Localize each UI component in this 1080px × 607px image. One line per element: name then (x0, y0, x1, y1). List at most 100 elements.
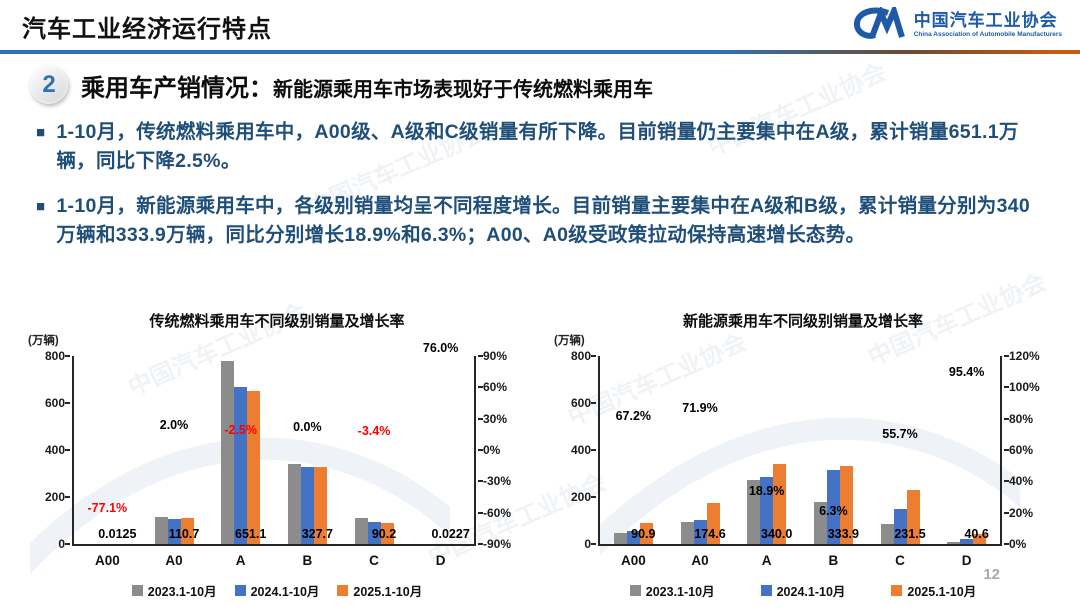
right-axis-tickmark (1004, 449, 1009, 451)
legend-item: 2024.1-10月 (760, 581, 846, 600)
axis-unit-label: (万辆) (554, 335, 585, 347)
legend-label: 2025.1-10月 (907, 585, 977, 599)
bar-2024.1-10月-A (234, 387, 248, 544)
bar-2023.1-10月-C (880, 523, 894, 544)
right-axis-tick-label: 0% (483, 443, 501, 457)
right-axis-tick-label: 80% (1009, 411, 1034, 426)
bar-2023.1-10月-A0 (154, 517, 168, 544)
legend-label: 2024.1-10月 (776, 585, 846, 599)
value-label: 231.5 (894, 527, 926, 541)
left-axis-tick-label: 400 (44, 443, 65, 457)
chart-legend: 2023.1-10月 2024.1-10月 2025.1-10月 (26, 581, 528, 600)
bar-2025.1-10月-A0 (706, 502, 720, 544)
bullet-square-icon: ■ (36, 124, 46, 141)
bar-2025.1-10月-B (839, 465, 853, 544)
value-label: 110.7 (168, 527, 200, 541)
right-axis-tick-label: 60% (483, 380, 508, 395)
value-label: 0.0227 (431, 527, 470, 541)
plot-area: 800 600 400 200 0 120% 100% 80% 60% 40% 20% 0% A00 90… (571, 349, 1040, 568)
left-axis-tick-label: 400 (570, 443, 591, 457)
section-subtitle: 新能源乘用车市场表现好于传统燃料乘用车 (273, 78, 653, 101)
bar-2024.1-10月-C (367, 522, 381, 544)
header-divider (0, 50, 1080, 54)
legend-item: 2024.1-10月 (234, 581, 319, 600)
right-axis-tickmark (478, 355, 483, 357)
section-titles: 乘用车产销情况： 新能源乘用车市场表现好于传统燃料乘用车 (81, 68, 653, 103)
left-axis-tick-label: 0 (584, 537, 591, 551)
right-axis-tickmark (478, 449, 483, 451)
bullet-item: ■ 1-10月，传统燃料乘用车中，A00级、A级和C级销量有所下降。目前销量仍主… (36, 118, 1044, 177)
growth-rate-label: 55.7% (882, 426, 918, 441)
bar-2023.1-10月-A (747, 480, 761, 544)
bar-2023.1-10月-C (354, 517, 368, 544)
bar-2023.1-10月-A (221, 360, 235, 544)
org-name-cn: 中国汽车工业协会 (913, 11, 1058, 31)
legend-swatch (760, 585, 772, 596)
chart-traditional-fuel: 传统燃料乘用车不同级别销量及增长率 (万辆) 800 600 400 200 0 90% 6… (26, 306, 528, 602)
right-axis-tick-label: 120% (1009, 349, 1040, 363)
right-axis-tick-label: -60% (483, 505, 512, 520)
legend-item: 2025.1-10月 (891, 581, 976, 600)
bar-2023.1-10月-B (287, 463, 301, 544)
right-axis-tick-label: -90% (483, 537, 512, 551)
category-label: A (761, 553, 772, 568)
org-name-en: China Association of Automobile Manufact… (913, 30, 1062, 38)
bullet-square-icon: ■ (36, 197, 46, 215)
legend-label: 2023.1-10月 (147, 585, 217, 599)
right-axis-tick-label: 100% (1009, 380, 1040, 395)
growth-rate-label: 18.9% (748, 484, 785, 499)
right-axis-tick-label: 60% (1009, 443, 1034, 457)
left-axis-tickmark (591, 355, 596, 357)
org-name: 中国汽车工业协会 China Association of Automobile… (913, 11, 1062, 38)
bar-2024.1-10月-B (826, 470, 840, 544)
value-label: 327.7 (301, 527, 333, 541)
right-axis-tickmark (478, 480, 483, 483)
left-axis-tick-label: 800 (570, 349, 591, 363)
category-label: A0 (165, 553, 183, 568)
right-axis-tick-label: 90% (483, 349, 508, 363)
growth-rate-label: 95.4% (948, 364, 985, 379)
growth-rate-label: 0.0% (293, 420, 322, 434)
bullet-text: 1-10月，新能源乘用车中，各级别销量均呈不同程度增长。目前销量主要集中在A级和… (56, 194, 1031, 246)
left-axis-tick-label: 0 (58, 537, 65, 551)
bar-2023.1-10月-D (947, 541, 961, 544)
bullet-text: 1-10月，传统燃料乘用车中，A00级、A级和C级销量有所下降。目前销量仍主要集… (56, 121, 1019, 173)
legend-item: 2025.1-10月 (337, 581, 422, 600)
legend-swatch (234, 585, 246, 596)
category-label: D (435, 553, 446, 568)
legend-item: 2023.1-10月 (629, 581, 715, 600)
right-axis-tick-label: 0% (1009, 537, 1027, 551)
legend-item: 2023.1-10月 (131, 581, 217, 600)
right-axis-tickmark (1004, 417, 1009, 420)
bullet-item: ■ 1-10月，新能源乘用车中，各级别销量均呈不同程度增长。目前销量主要集中在A… (36, 192, 1044, 251)
legend-swatch (131, 585, 143, 596)
page-title: 汽车工业经济运行特点 (22, 16, 272, 43)
left-axis-tickmark (65, 402, 70, 404)
category-label: A00 (94, 553, 120, 568)
chart-title: 新能源乘用车不同级别销量及增长率 (682, 313, 923, 330)
left-axis-tick-label: 800 (44, 349, 65, 363)
left-axis-tick-label: 600 (44, 396, 65, 410)
category-label: B (302, 553, 313, 568)
category-label: C (369, 553, 379, 568)
growth-rate-label: -3.4% (357, 423, 391, 438)
right-axis-tickmark (1004, 386, 1009, 389)
legend-label: 2023.1-10月 (645, 585, 715, 599)
bar-2025.1-10月-C (380, 522, 394, 544)
chart-legend: 2023.1-10月 2024.1-10月 2025.1-10月 (552, 581, 1054, 600)
left-axis-tickmark (591, 543, 596, 545)
org-logo: 中国汽车工业协会 China Association of Automobile… (853, 7, 1062, 43)
left-axis-tick-label: 200 (44, 490, 65, 504)
bar-2025.1-10月-C (906, 489, 920, 544)
section-title: 乘用车产销情况： (81, 74, 273, 102)
value-label: 40.6 (964, 527, 989, 541)
left-axis-tick-label: 200 (570, 490, 591, 504)
right-axis-tickmark (478, 543, 483, 545)
right-axis-tick-label: 40% (1009, 474, 1034, 489)
left-axis-tick-label: 600 (570, 396, 591, 410)
right-axis-tickmark (478, 386, 483, 389)
bar-2025.1-10月-A (247, 391, 261, 544)
value-label: 0.0125 (98, 527, 137, 541)
section-heading: 2 乘用车产销情况： 新能源乘用车市场表现好于传统燃料乘用车 (30, 66, 653, 104)
